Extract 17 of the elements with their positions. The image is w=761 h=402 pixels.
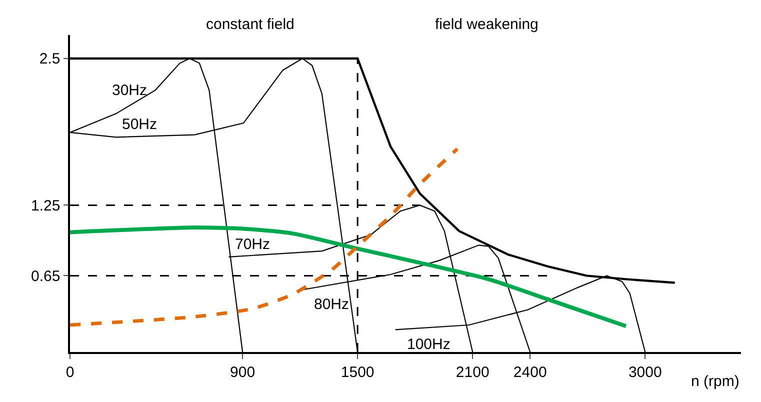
y-tick-label: 2.5	[39, 50, 60, 68]
annotation: 100Hz	[407, 336, 450, 353]
annotation: 70Hz	[235, 236, 270, 253]
annotation: 50Hz	[122, 116, 158, 133]
text: field weakening	[435, 16, 538, 33]
text: constant field	[206, 16, 294, 33]
x-tick-label: 1500	[340, 364, 374, 381]
annotation: 80Hz	[314, 296, 350, 313]
x-tick-label: 2100	[456, 364, 490, 381]
y-tick-label: 0.65	[31, 268, 60, 285]
x-tick-label: 2400	[513, 364, 547, 381]
annotation: 30Hz	[112, 82, 148, 99]
x-tick-label: 3000	[628, 364, 662, 381]
x-tick-label: 900	[230, 364, 256, 381]
x-tick-label: 0	[66, 364, 74, 381]
y-tick-label: 1.25	[31, 197, 60, 214]
x-axis-title: n (rpm)	[691, 373, 740, 390]
